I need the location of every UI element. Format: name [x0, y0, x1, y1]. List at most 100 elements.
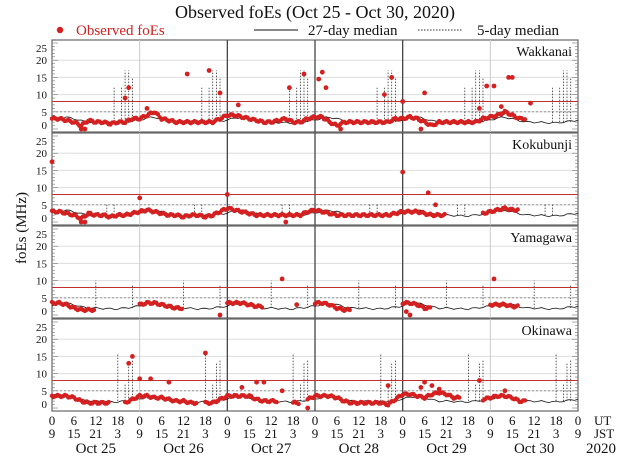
date-label: Oct 28 — [339, 441, 379, 457]
jst-tick-label: 21 — [177, 426, 190, 441]
y-tick-label: 5 — [42, 293, 48, 305]
y-tick-label: 20 — [36, 55, 48, 67]
ut-tick-label: 0 — [575, 413, 582, 428]
observed-point — [148, 376, 154, 382]
station-label: Wakkanai — [516, 45, 572, 60]
observed-point — [484, 83, 490, 89]
observed-point — [502, 388, 508, 394]
observed-point — [82, 219, 88, 225]
observed-point — [425, 190, 431, 196]
ut-axis-label: UT — [594, 413, 611, 428]
observed-point — [126, 360, 132, 366]
jst-tick-label: 15 — [243, 426, 256, 441]
date-label: Oct 29 — [426, 441, 466, 457]
y-tick-label: 20 — [36, 148, 48, 160]
observed-point — [274, 399, 279, 405]
observed-point — [477, 106, 482, 111]
observed-point — [91, 307, 97, 313]
observed-point — [49, 159, 55, 165]
jst-tick-label: 9 — [224, 426, 231, 441]
jst-tick-label: 9 — [575, 426, 582, 441]
y-axis-label: foEs (MHz) — [14, 192, 30, 264]
jst-tick-label: 3 — [202, 426, 209, 441]
observed-point — [477, 378, 482, 383]
observed-point — [338, 126, 343, 132]
y-tick-label: 0 — [42, 213, 48, 225]
jst-tick-label: 21 — [352, 426, 365, 441]
observed-point — [498, 104, 504, 109]
observed-point — [422, 379, 427, 385]
jst-tick-label: 3 — [553, 426, 560, 441]
year-label: 2020 — [586, 441, 616, 457]
chart-title: Observed foEs (Oct 25 - Oct 30, 2020) — [175, 2, 455, 23]
station-label: Okinawa — [521, 324, 572, 339]
jst-tick-label: 9 — [312, 426, 319, 441]
ut-tick-label: 12 — [440, 413, 453, 428]
observed-point — [433, 202, 438, 208]
observed-point — [400, 99, 406, 104]
observed-point — [166, 379, 172, 385]
observed-point — [194, 400, 199, 406]
observed-point — [347, 307, 352, 313]
y-tick-label: 0 — [42, 306, 48, 318]
observed-point — [407, 312, 413, 318]
ut-tick-label: 18 — [199, 413, 212, 428]
jst-tick-label: 21 — [528, 426, 541, 441]
jst-tick-label: 9 — [136, 426, 143, 441]
ut-tick-label: 12 — [89, 413, 102, 428]
observed-point — [522, 398, 528, 403]
observed-point — [422, 90, 427, 96]
observed-point — [506, 75, 511, 80]
ut-tick-label: 18 — [287, 413, 300, 428]
observed-point — [442, 211, 447, 217]
y-tick-label: 15 — [36, 72, 48, 84]
y-tick-label: 25 — [36, 229, 48, 241]
observed-point — [217, 90, 223, 96]
observed-point — [130, 354, 135, 359]
jst-tick-label: 15 — [330, 426, 343, 441]
observed-point — [515, 207, 520, 212]
legend-observed-label: Observed foEs — [76, 23, 165, 39]
ut-tick-label: 18 — [462, 413, 475, 428]
observed-point — [137, 195, 143, 201]
observed-point — [294, 302, 300, 308]
observed-point — [429, 383, 435, 388]
jst-tick-label: 3 — [115, 426, 122, 441]
jst-tick-label: 15 — [506, 426, 519, 441]
jst-tick-label: 3 — [465, 426, 472, 441]
observed-point — [509, 75, 515, 80]
ut-tick-label: 6 — [246, 413, 253, 428]
legend-median27-label: 27-day median — [308, 23, 398, 39]
observed-point — [385, 383, 391, 388]
observed-point — [279, 276, 285, 282]
ut-tick-label: 6 — [334, 413, 341, 428]
ut-tick-label: 0 — [487, 413, 494, 428]
observed-point — [259, 305, 265, 310]
observed-point — [457, 395, 462, 400]
y-tick-label: 15 — [36, 258, 48, 270]
observed-point — [418, 385, 424, 390]
observed-point — [78, 219, 84, 225]
jst-tick-label: 15 — [418, 426, 431, 441]
observed-point — [122, 95, 128, 101]
y-tick-label: 10 — [36, 183, 48, 195]
observed-point — [403, 309, 409, 314]
observed-point — [82, 126, 88, 132]
jst-tick-label: 3 — [290, 426, 297, 441]
date-label: Oct 26 — [163, 441, 204, 457]
observed-point — [389, 75, 395, 80]
ut-tick-label: 0 — [312, 413, 319, 428]
observed-point — [203, 350, 208, 356]
observed-point — [528, 100, 533, 106]
station-label: Kokubunji — [512, 138, 572, 153]
jst-tick-label: 21 — [440, 426, 453, 441]
jst-tick-label: 15 — [155, 426, 168, 441]
jst-tick-label: 15 — [67, 426, 80, 441]
y-tick-label: 5 — [42, 107, 48, 119]
ut-tick-label: 6 — [71, 413, 78, 428]
legend-observed-marker — [56, 26, 64, 34]
